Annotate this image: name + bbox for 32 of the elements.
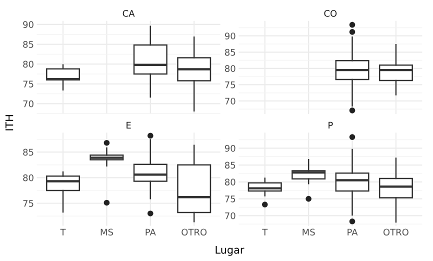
y-tick-label: 90 bbox=[23, 21, 34, 28]
y-tick-label: 75 bbox=[23, 200, 34, 207]
x-tick-label: OTRO bbox=[182, 228, 207, 236]
y-tick-label: 80 bbox=[23, 60, 34, 68]
y-tick-label: 80 bbox=[23, 174, 34, 182]
x-tick-label: MS bbox=[302, 228, 315, 236]
y-tick-label: 75 bbox=[225, 196, 236, 202]
chart-title: CA bbox=[122, 10, 135, 17]
y-tick-label: 90 bbox=[224, 32, 236, 40]
y-tick-label: 70 bbox=[225, 98, 236, 105]
y-tick-label: 85 bbox=[225, 48, 236, 56]
x-tick-label: MS bbox=[100, 228, 113, 236]
y-axis-title: ITH bbox=[6, 115, 14, 130]
x-tick-label: PA bbox=[146, 228, 156, 236]
chart-title: P bbox=[328, 122, 333, 128]
y-tick-label: 90 bbox=[224, 144, 236, 152]
x-tick-label: T bbox=[262, 228, 268, 236]
x-tick-label: OTRO bbox=[383, 228, 408, 236]
y-tick-label: 75 bbox=[225, 82, 236, 88]
y-tick-label: 70 bbox=[23, 100, 34, 108]
x-axis-title: Lugar bbox=[216, 246, 244, 256]
y-tick-label: 85 bbox=[225, 162, 236, 169]
y-tick-label: 75 bbox=[23, 80, 34, 88]
y-tick-label: 80 bbox=[225, 178, 236, 186]
y-tick-label: 70 bbox=[225, 212, 236, 220]
y-tick-label: 85 bbox=[23, 40, 34, 48]
x-tick-label: PA bbox=[348, 228, 358, 236]
y-tick-label: 85 bbox=[23, 148, 34, 156]
chart-title: CO bbox=[324, 10, 337, 17]
chart-title: E bbox=[126, 122, 131, 128]
x-tick-label: T bbox=[60, 228, 66, 236]
y-tick-label: 80 bbox=[225, 65, 236, 72]
